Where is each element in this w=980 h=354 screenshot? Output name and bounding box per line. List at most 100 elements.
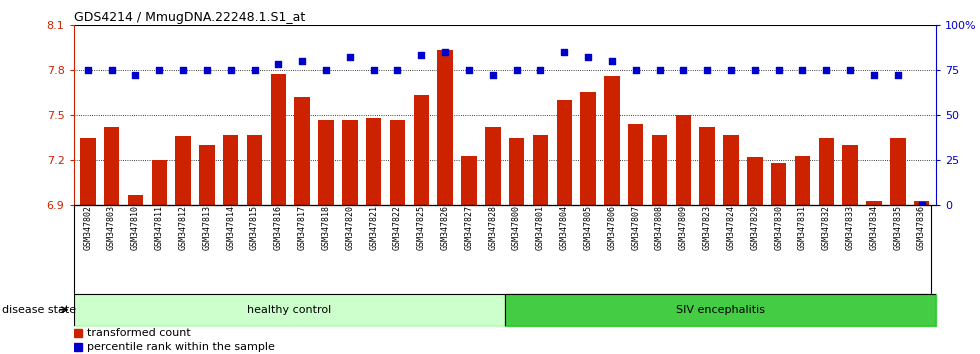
Point <box>80 67 96 73</box>
Bar <box>104 127 120 205</box>
Point <box>247 67 263 73</box>
Text: healthy control: healthy control <box>247 305 331 315</box>
Text: GSM347829: GSM347829 <box>751 205 760 250</box>
Text: GSM347804: GSM347804 <box>560 205 568 250</box>
Text: GSM347833: GSM347833 <box>846 205 855 250</box>
Text: GSM347800: GSM347800 <box>513 205 521 250</box>
Text: GSM347802: GSM347802 <box>83 205 92 250</box>
Text: GSM347821: GSM347821 <box>369 205 378 250</box>
Bar <box>700 127 715 205</box>
Bar <box>342 120 358 205</box>
Bar <box>270 74 286 205</box>
Text: transformed count: transformed count <box>87 328 191 338</box>
Text: GSM347814: GSM347814 <box>226 205 235 250</box>
Bar <box>223 135 238 205</box>
Text: GSM347836: GSM347836 <box>917 205 926 250</box>
Text: GSM347823: GSM347823 <box>703 205 711 250</box>
Text: GSM347826: GSM347826 <box>441 205 450 250</box>
Bar <box>74 329 82 337</box>
Bar <box>247 135 263 205</box>
Bar <box>294 97 310 205</box>
Text: GSM347803: GSM347803 <box>107 205 116 250</box>
Bar <box>580 92 596 205</box>
Bar <box>485 127 501 205</box>
Point <box>270 62 286 67</box>
Point <box>390 67 406 73</box>
Point <box>462 67 477 73</box>
Bar <box>366 118 381 205</box>
Point <box>604 58 619 64</box>
Text: GSM347813: GSM347813 <box>203 205 212 250</box>
Point <box>437 49 453 55</box>
Point <box>795 67 810 73</box>
Text: GSM347817: GSM347817 <box>298 205 307 250</box>
Bar <box>723 135 739 205</box>
Point <box>175 67 191 73</box>
Text: GSM347811: GSM347811 <box>155 205 164 250</box>
Point <box>318 67 334 73</box>
Bar <box>652 135 667 205</box>
Bar <box>199 145 215 205</box>
Bar <box>152 160 167 205</box>
Bar <box>795 156 810 205</box>
Point <box>652 67 667 73</box>
Point <box>866 73 882 78</box>
Bar <box>80 138 95 205</box>
Text: GSM347832: GSM347832 <box>822 205 831 250</box>
Point <box>747 67 762 73</box>
Text: percentile rank within the sample: percentile rank within the sample <box>87 342 275 352</box>
Text: GSM347801: GSM347801 <box>536 205 545 250</box>
Text: GSM347818: GSM347818 <box>321 205 330 250</box>
Text: GSM347820: GSM347820 <box>345 205 355 250</box>
Text: GSM347805: GSM347805 <box>583 205 593 250</box>
Text: GSM347807: GSM347807 <box>631 205 640 250</box>
Text: GSM347816: GSM347816 <box>273 205 283 250</box>
Text: GSM347812: GSM347812 <box>178 205 187 250</box>
Bar <box>462 156 476 205</box>
Bar <box>557 100 572 205</box>
Text: GSM347834: GSM347834 <box>869 205 878 250</box>
Point <box>890 73 906 78</box>
Bar <box>866 201 882 205</box>
Bar <box>74 343 82 351</box>
Point <box>127 73 143 78</box>
Bar <box>505 294 936 326</box>
Point <box>771 67 787 73</box>
Text: GSM347827: GSM347827 <box>465 205 473 250</box>
Bar <box>533 135 548 205</box>
Point <box>222 67 238 73</box>
Bar <box>771 163 786 205</box>
Point <box>104 67 120 73</box>
Bar <box>675 115 691 205</box>
Point <box>366 67 381 73</box>
Bar <box>747 157 762 205</box>
Text: GSM347809: GSM347809 <box>679 205 688 250</box>
Point <box>675 67 691 73</box>
Bar <box>604 76 619 205</box>
Point <box>913 202 929 208</box>
Text: disease state: disease state <box>2 305 76 315</box>
Text: SIV encephalitis: SIV encephalitis <box>676 305 764 315</box>
Bar <box>74 294 505 326</box>
Text: GSM347806: GSM347806 <box>608 205 616 250</box>
Text: GSM347810: GSM347810 <box>131 205 140 250</box>
Point <box>842 67 858 73</box>
Text: GSM347828: GSM347828 <box>488 205 497 250</box>
Bar <box>628 124 644 205</box>
Bar <box>914 201 929 205</box>
Bar <box>890 138 906 205</box>
Text: GSM347808: GSM347808 <box>655 205 664 250</box>
Bar <box>175 136 191 205</box>
Point <box>485 73 501 78</box>
Point <box>414 53 429 58</box>
Bar <box>318 120 334 205</box>
Bar <box>437 50 453 205</box>
Text: GSM347825: GSM347825 <box>416 205 426 250</box>
Point <box>628 67 644 73</box>
Text: GSM347815: GSM347815 <box>250 205 259 250</box>
Bar <box>818 138 834 205</box>
Point <box>509 67 524 73</box>
Text: GSM347830: GSM347830 <box>774 205 783 250</box>
Point <box>557 49 572 55</box>
Point <box>723 67 739 73</box>
